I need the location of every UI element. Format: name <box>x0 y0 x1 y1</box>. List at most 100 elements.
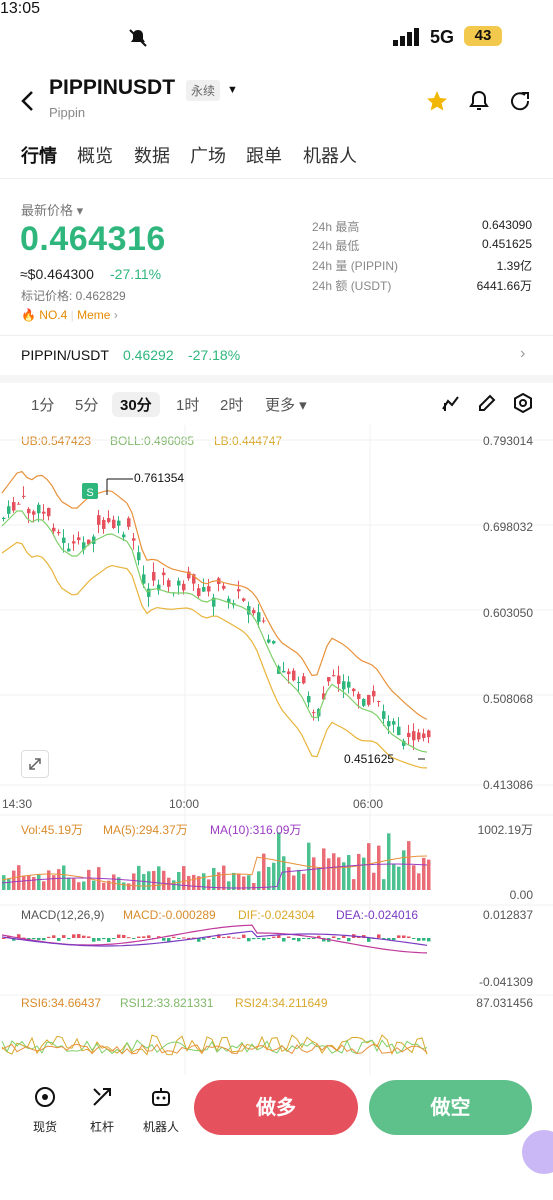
tab-copy[interactable]: 跟单 <box>246 146 282 166</box>
macd-min: -0.041309 <box>478 975 533 989</box>
volume-bar <box>372 872 376 890</box>
macd-bar <box>342 935 346 938</box>
volume-bar <box>257 871 261 890</box>
rank-badge[interactable]: 🔥 NO.4 | Meme › <box>21 308 118 322</box>
last-price: 0.464316 <box>20 220 166 258</box>
candle <box>87 539 91 545</box>
candle <box>402 740 406 746</box>
macd-bar <box>37 938 41 941</box>
volume-bar <box>397 866 401 890</box>
macd-bar <box>27 938 31 941</box>
interval-2h[interactable]: 2时 <box>220 397 244 414</box>
candle <box>102 519 106 529</box>
assistant-bubble[interactable] <box>522 1130 553 1174</box>
macd-value: MACD:-0.000289 <box>123 908 216 922</box>
macd-bar <box>247 938 251 942</box>
macd-bar <box>97 938 101 941</box>
candle <box>187 571 191 579</box>
lever-nav[interactable]: 杠杆 <box>84 1085 120 1135</box>
volume-bar <box>352 879 356 890</box>
candle <box>392 721 396 725</box>
expand-icon[interactable] <box>21 750 49 778</box>
tab-data[interactable]: 数据 <box>134 146 170 166</box>
rsi6-label: RSI6:34.66437 <box>21 996 102 1010</box>
macd-params: MACD(12,26,9) <box>21 908 105 922</box>
volume-bar <box>232 872 236 890</box>
macd-bar <box>292 938 296 940</box>
spot-change: -27.18% <box>188 347 241 363</box>
stat-value: 0.643090 <box>481 218 532 232</box>
volume-bar <box>382 879 386 890</box>
macd-bar <box>92 938 96 942</box>
macd-bar <box>172 936 176 938</box>
candle <box>262 620 266 622</box>
stat-value: 6441.66万 <box>476 279 532 293</box>
macd-bar <box>57 938 61 941</box>
macd-bar <box>62 935 66 938</box>
candle <box>212 597 216 607</box>
candle <box>387 721 391 727</box>
macd-bar <box>407 936 411 938</box>
macd-bar <box>2 937 6 939</box>
candle <box>207 586 211 592</box>
interval-more[interactable]: 更多 ▾ <box>265 397 307 414</box>
interval-1h[interactable]: 1时 <box>176 397 200 414</box>
macd-bar <box>87 936 91 938</box>
candle <box>267 639 271 643</box>
back-icon[interactable] <box>18 90 38 112</box>
star-icon[interactable] <box>425 89 449 113</box>
chevron-right-icon[interactable]: › <box>520 345 526 362</box>
share-icon[interactable] <box>508 89 532 113</box>
macd-bar <box>77 934 81 938</box>
vol-ma5-label: MA(5):294.37万 <box>103 823 188 837</box>
short-button[interactable]: 做空 <box>369 1080 532 1135</box>
macd-bar <box>112 938 116 939</box>
volume-bar <box>302 873 306 890</box>
macd-bar <box>367 938 371 942</box>
draw-icon[interactable] <box>477 393 497 413</box>
spot-pair[interactable]: PIPPIN/USDT <box>21 347 109 363</box>
candle <box>417 732 421 740</box>
kline-chart[interactable]: S <box>0 425 553 1075</box>
macd-bar <box>402 935 406 938</box>
lever-icon <box>93 1088 111 1106</box>
volume-bar <box>27 875 31 890</box>
macd-bar <box>377 934 381 938</box>
chevron-down-icon[interactable]: ▼ <box>227 84 238 96</box>
volume-bar <box>52 875 56 890</box>
candle <box>27 508 31 514</box>
candle <box>112 519 116 528</box>
candle <box>72 541 76 544</box>
candle <box>247 606 251 615</box>
long-button[interactable]: 做多 <box>194 1080 358 1135</box>
tab-overview[interactable]: 概览 <box>77 146 113 166</box>
pair-title[interactable]: PIPPINUSDT <box>49 76 176 99</box>
settings-icon[interactable] <box>513 393 533 413</box>
macd-bar <box>82 935 86 938</box>
indicator-icon[interactable] <box>441 393 461 413</box>
interval-5m[interactable]: 5分 <box>75 397 99 414</box>
interval-30m[interactable]: 30分 <box>112 392 160 417</box>
candle <box>167 580 171 587</box>
candle <box>362 699 366 706</box>
vol-label: Vol:45.19万 <box>21 823 84 837</box>
tab-bots[interactable]: 机器人 <box>303 146 357 166</box>
interval-1m[interactable]: 1分 <box>31 397 55 414</box>
bell-icon[interactable] <box>467 89 491 113</box>
high-label: 0.761354 <box>134 471 185 485</box>
tab-market[interactable]: 行情 <box>21 146 57 166</box>
macd-bar <box>187 937 191 939</box>
last-price-label[interactable]: 最新价格 ▾ <box>21 203 84 218</box>
macd-bar <box>357 936 361 938</box>
volume-bar <box>362 857 366 890</box>
volume-bar <box>247 875 251 890</box>
volume-bar <box>407 841 411 890</box>
bot-nav[interactable]: 机器人 <box>141 1085 181 1135</box>
signal-icon <box>393 28 419 46</box>
macd-bar <box>347 938 351 942</box>
volume-bar <box>377 845 381 890</box>
tab-square[interactable]: 广场 <box>190 146 226 166</box>
spot-nav[interactable]: 现货 <box>27 1085 63 1135</box>
volume-bar <box>37 874 41 890</box>
candle <box>162 572 166 576</box>
